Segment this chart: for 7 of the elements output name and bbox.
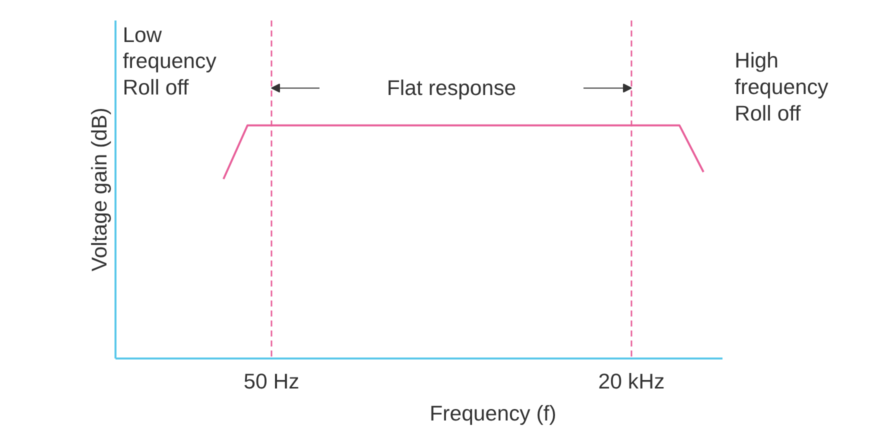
text: Flat response bbox=[386, 76, 516, 100]
x-axis-title: Frequency (f) bbox=[430, 402, 556, 426]
x-tick-label: 20 kHz bbox=[598, 370, 665, 394]
text: High frequency Roll off bbox=[734, 48, 829, 126]
y-axis-title: Voltage gain (dB) bbox=[88, 108, 112, 272]
text: Low frequency Roll off bbox=[122, 22, 217, 100]
x-tick-label: 50 Hz bbox=[244, 370, 300, 394]
